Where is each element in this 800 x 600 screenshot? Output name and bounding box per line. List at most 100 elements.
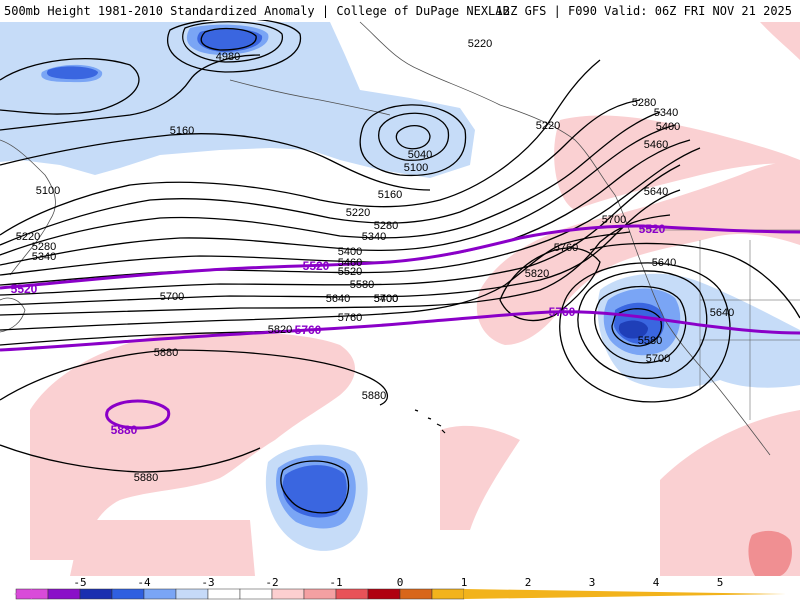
label-5400-a: 5400 (338, 246, 362, 258)
contour-5100-gulf (378, 112, 450, 161)
label-5640-a: 5640 (326, 293, 350, 305)
colorbar-tick-label: 5 (716, 576, 724, 589)
colorbar-tick-label: -2 (265, 576, 279, 589)
colorbar (14, 588, 786, 600)
map-header: 500mb Height 1981-2010 Standardized Anom… (0, 0, 800, 20)
contour-5040-aleutian (182, 21, 283, 63)
ref-5760-line (0, 310, 800, 352)
contour-california-5580 (611, 308, 662, 347)
label-5580-b: 5580 (638, 335, 662, 347)
label-5640-b: 5640 (644, 186, 668, 198)
coast-hawaii (414, 409, 446, 434)
label-5820-a: 5820 (268, 324, 292, 336)
ref-label-5520-central: 5520 (303, 259, 330, 273)
contour-5160-west (0, 54, 261, 131)
pos-anomaly-ne-strip (554, 115, 800, 210)
colorbar-segment (367, 588, 401, 600)
colorbar-segment (271, 588, 305, 600)
colorbar-segment (79, 588, 113, 600)
ref-5880-loop (105, 399, 171, 430)
label-5400-b: 5400 (374, 293, 398, 305)
colorbar-tick-label: 2 (524, 576, 532, 589)
colorbar-segment (431, 588, 465, 600)
label-5700-c: 5700 (602, 214, 626, 226)
label-5160-west: 5160 (170, 125, 194, 137)
contour-5760-main (0, 231, 631, 331)
label-5340-b: 5340 (362, 231, 386, 243)
contour-labels: 4980 5100 5100 5040 5160 5160 5220 5220 … (16, 38, 734, 484)
colorbar-tick-label: 0 (396, 576, 404, 589)
reference-labels: 5520 5520 5520 5760 5760 5880 (11, 222, 666, 437)
contour-5160-gulf (359, 104, 467, 177)
label-5100-west: 5100 (36, 185, 60, 197)
colorbar-tick-label: -1 (329, 576, 343, 589)
contour-california-5820 (589, 242, 800, 319)
label-5220-c: 5220 (468, 38, 492, 50)
contour-4980 (200, 27, 257, 51)
height-contours (0, 20, 800, 514)
colorbar-tick-label: -5 (73, 576, 87, 589)
contour-5400-main (0, 124, 676, 266)
contour-california-5700 (577, 270, 708, 379)
colorbar-tick-label: -4 (137, 576, 151, 589)
contour-5340-main (0, 111, 661, 256)
label-5460-b: 5460 (644, 139, 668, 151)
label-5280-c: 5280 (632, 97, 656, 109)
label-5700-a: 5700 (160, 291, 184, 303)
map-title: 500mb Height 1981-2010 Standardized Anom… (4, 4, 510, 18)
contour-5220-main (0, 59, 601, 236)
colorbar-segment (303, 588, 337, 600)
colorbar-segment (47, 588, 81, 600)
colorbar-segment (239, 588, 273, 600)
label-5580-a: 5580 (350, 279, 374, 291)
pos-anomaly-se-core (748, 530, 792, 576)
label-4980: 4980 (216, 51, 240, 63)
label-5880-b: 5880 (362, 390, 386, 402)
contour-5580-main (0, 164, 681, 296)
neg-anomaly-aleutian-core (197, 28, 263, 52)
label-5220-b: 5220 (346, 207, 370, 219)
contour-5880-south (0, 444, 261, 473)
ref-label-5520-east: 5520 (639, 222, 666, 236)
label-5640-d: 5640 (710, 307, 734, 319)
colorbar-segment (143, 588, 177, 600)
contour-5160-main (0, 133, 431, 191)
contour-5100-west (0, 58, 140, 115)
anomaly-map: 4980 5100 5100 5040 5160 5160 5220 5220 … (0, 20, 800, 576)
colorbar-segment (111, 588, 145, 600)
anomaly-shading (0, 22, 800, 576)
colorbar-tick-label: 4 (652, 576, 660, 589)
neg-anomaly-sw-core (282, 465, 347, 518)
label-5640-c: 5640 (652, 257, 676, 269)
coast-japan (0, 297, 26, 333)
contour-5280-main (0, 99, 641, 246)
contour-5880-north (0, 349, 389, 406)
colorbar-segment (175, 588, 209, 600)
label-5760-b: 5760 (554, 242, 578, 254)
label-5100-gulf: 5100 (404, 162, 428, 174)
contour-5640-main (0, 189, 681, 306)
ref-label-5760-central: 5760 (295, 323, 322, 337)
label-5520-black: 5520 (338, 266, 362, 278)
label-5220-a: 5220 (16, 231, 40, 243)
contour-california-5640 (594, 285, 687, 364)
label-5460-a: 5460 (338, 257, 362, 269)
pos-anomaly-ne-corner (760, 22, 800, 60)
colorbar-labels: -5 -4 -3 -2 -1 0 1 2 3 4 5 (0, 576, 800, 589)
contour-5820-ridge (499, 247, 601, 322)
label-5760-a: 5760 (338, 312, 362, 324)
colorbar-segment (399, 588, 433, 600)
label-5700-d: 5700 (646, 353, 670, 365)
label-5220-d: 5220 (536, 120, 560, 132)
neg-anomaly-california-deep (618, 320, 648, 339)
colorbar-tick-label: 3 (588, 576, 596, 589)
colorbar-segment (207, 588, 241, 600)
colorbar-left-arrow (14, 589, 32, 599)
label-5340-c: 5340 (654, 107, 678, 119)
label-5340-a: 5340 (32, 251, 56, 263)
colorbar-right-arrow (464, 589, 786, 599)
label-5880-a: 5880 (154, 347, 178, 359)
ref-label-5760-east: 5760 (549, 305, 576, 319)
contour-5040-gulf (395, 125, 431, 150)
label-5700-b: 5700 (374, 293, 398, 305)
